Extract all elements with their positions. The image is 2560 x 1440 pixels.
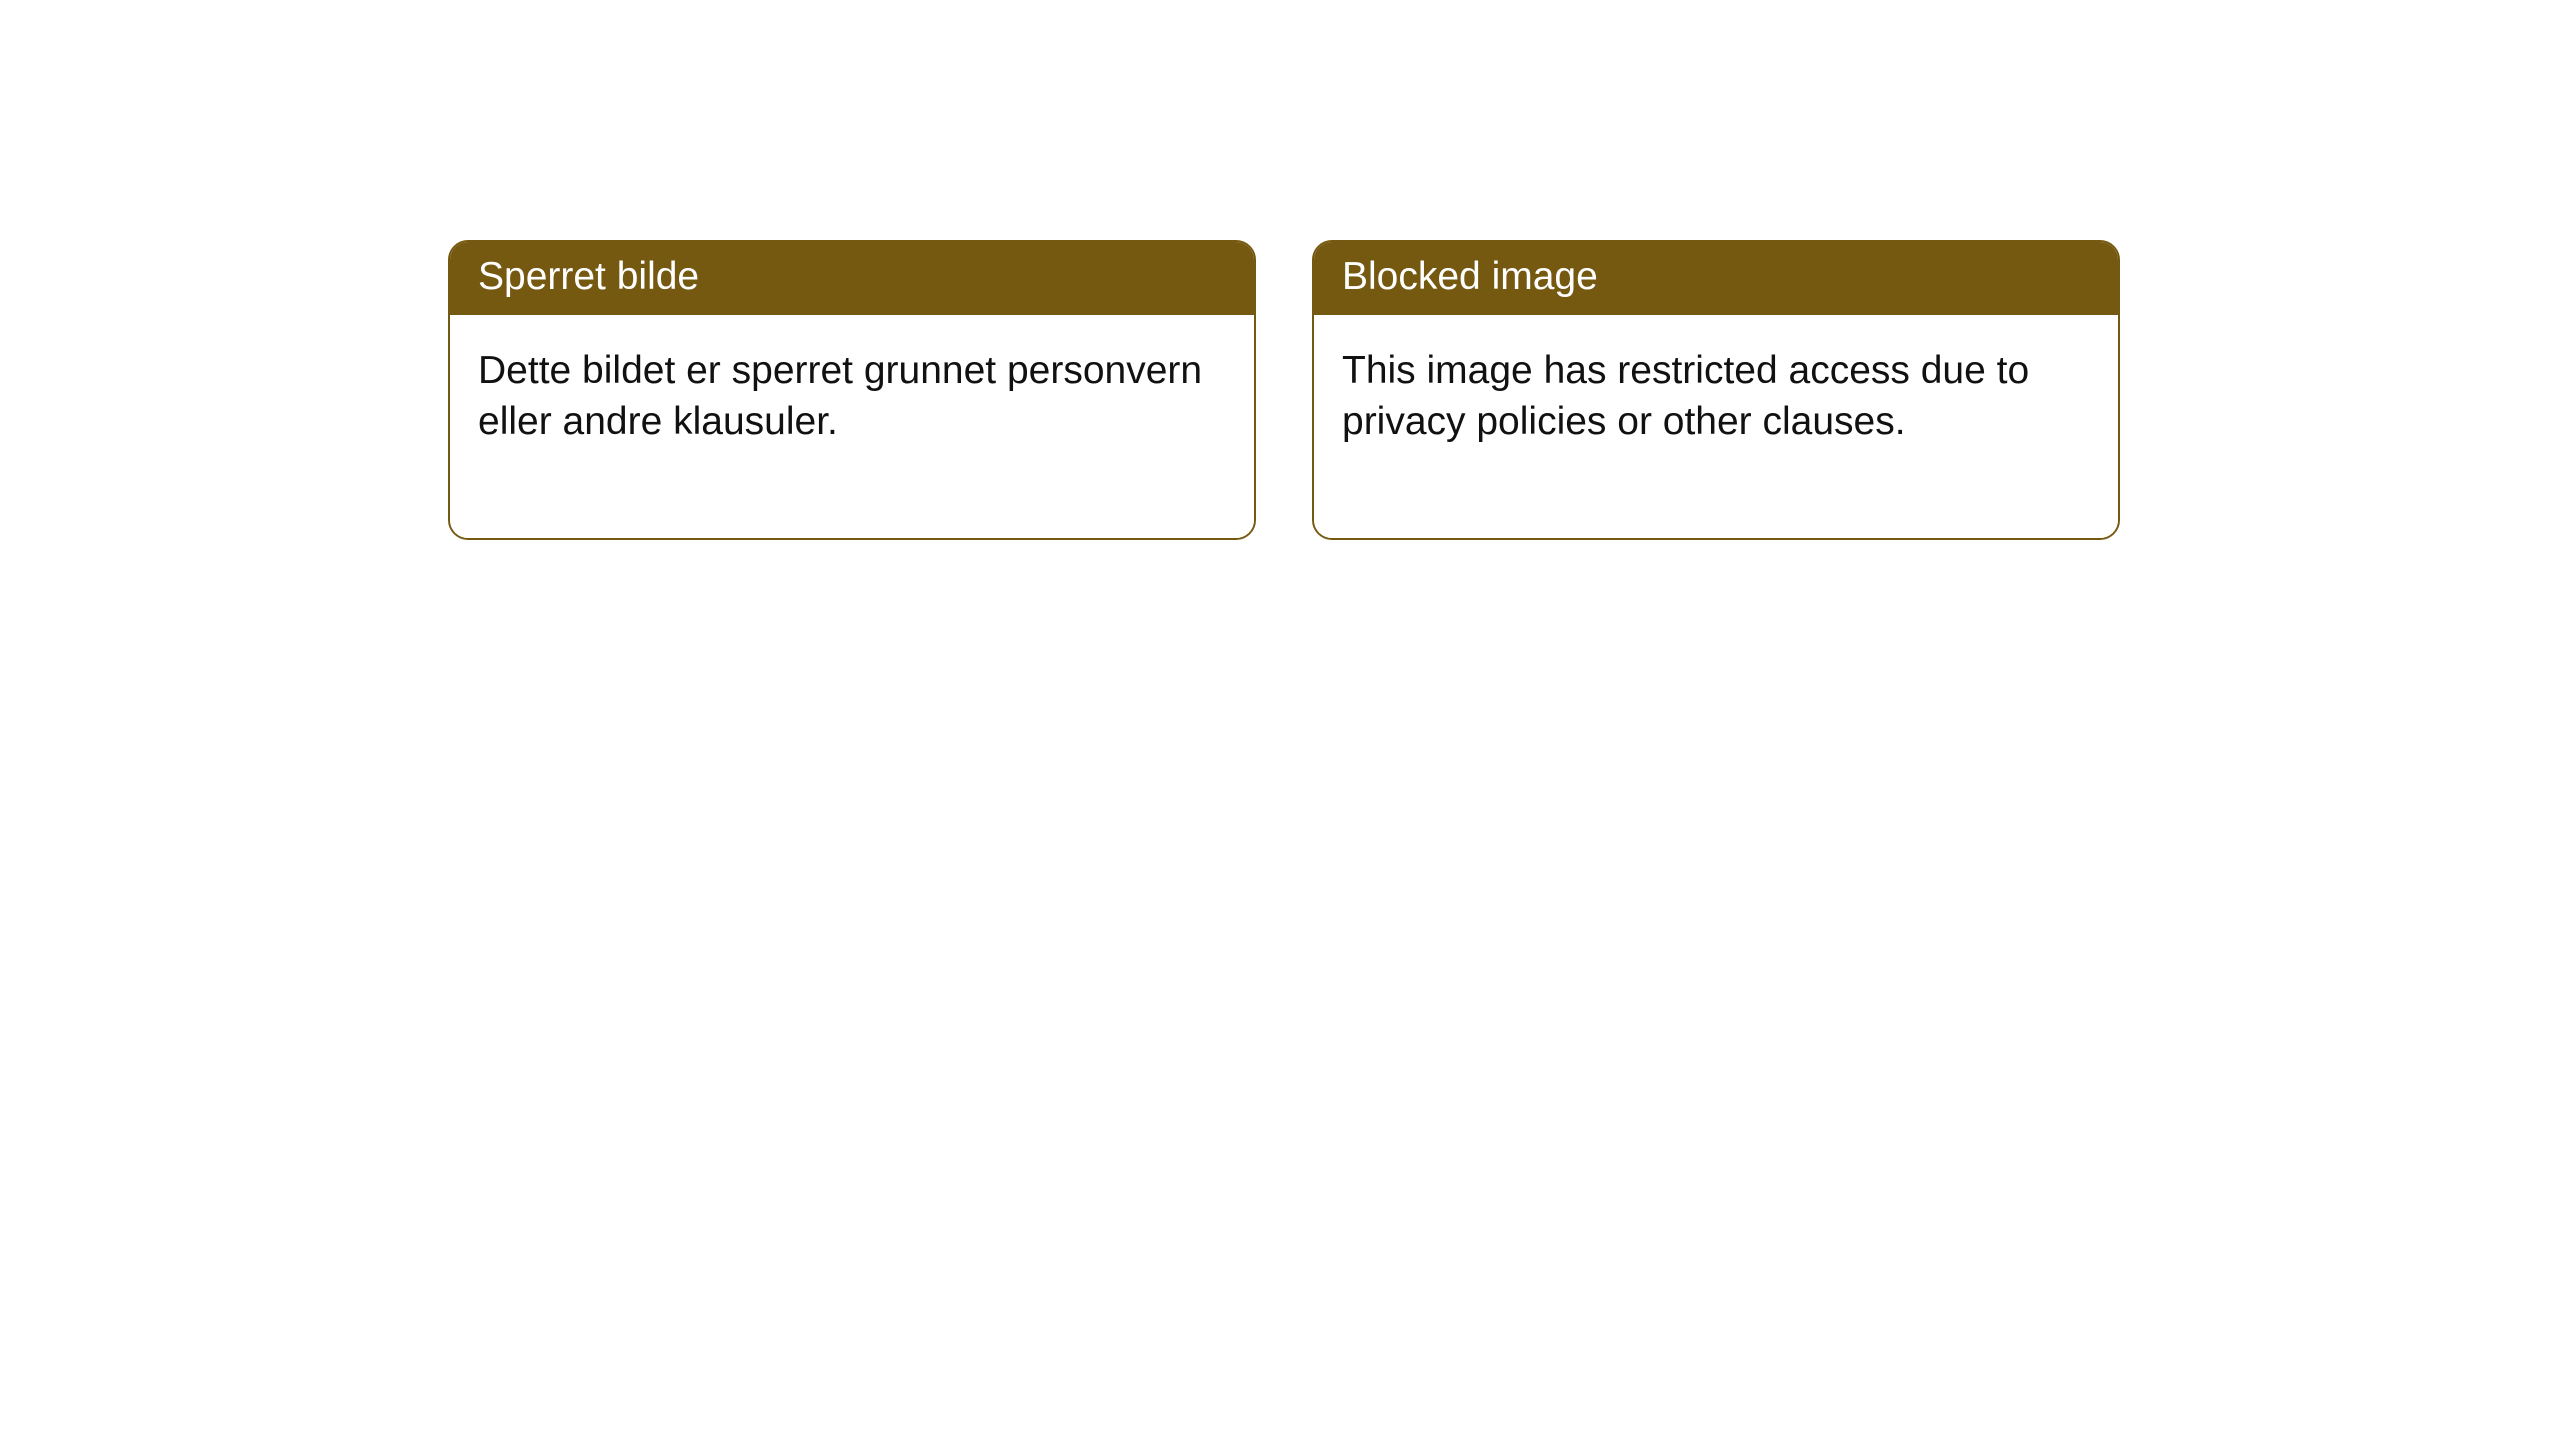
blocked-image-notices: Sperret bilde Dette bildet er sperret gr…	[0, 0, 2560, 540]
notice-header: Blocked image	[1314, 242, 2118, 315]
notice-header: Sperret bilde	[450, 242, 1254, 315]
notice-card-english: Blocked image This image has restricted …	[1312, 240, 2120, 540]
notice-body: This image has restricted access due to …	[1314, 315, 2118, 538]
notice-card-norwegian: Sperret bilde Dette bildet er sperret gr…	[448, 240, 1256, 540]
notice-body: Dette bildet er sperret grunnet personve…	[450, 315, 1254, 538]
